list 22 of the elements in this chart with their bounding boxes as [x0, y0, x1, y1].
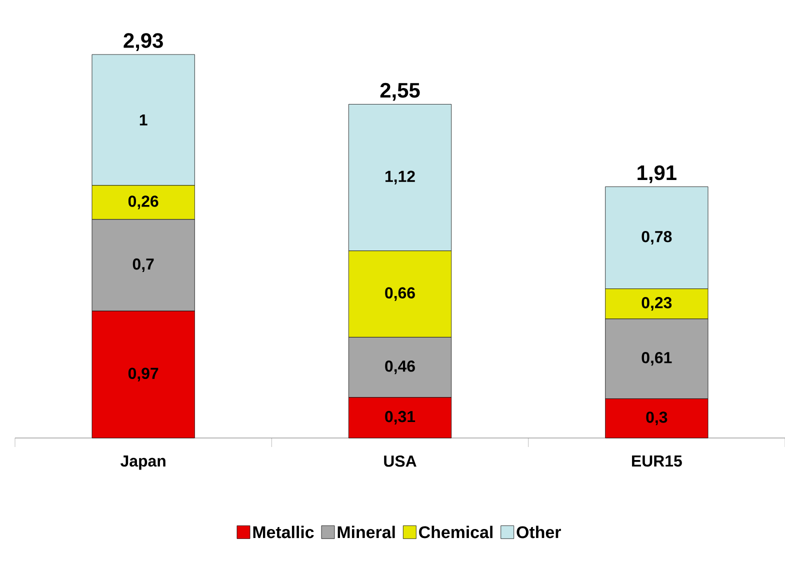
data-label: 0,3: [646, 412, 668, 426]
data-label: 0,97: [128, 368, 158, 382]
data-label: 0,66: [385, 287, 415, 301]
data-label: 0,61: [642, 352, 672, 366]
legend-label: Mineral: [338, 526, 395, 538]
data-label: 1,12: [385, 170, 415, 184]
data-label: 0,23: [642, 297, 672, 311]
data-label: 0,31: [385, 410, 416, 425]
x-tick-label: Japan: [120, 456, 166, 470]
total-label: 2,55: [380, 82, 420, 101]
total-label: 1,91: [638, 165, 676, 184]
data-label: 0,46: [385, 360, 415, 374]
data-label: 1: [140, 114, 148, 126]
data-label: 0,7: [132, 258, 154, 272]
x-tick-label: USA: [384, 456, 416, 467]
x-tick-label: EUR15: [632, 456, 682, 467]
data-label: 0,78: [642, 230, 672, 245]
legend-label: Chemical: [419, 526, 492, 538]
total-label: 2,93: [124, 33, 163, 51]
legend-label: Metallic: [253, 526, 314, 538]
data-label: 0,26: [128, 196, 158, 210]
legend-label: Other: [516, 526, 561, 538]
